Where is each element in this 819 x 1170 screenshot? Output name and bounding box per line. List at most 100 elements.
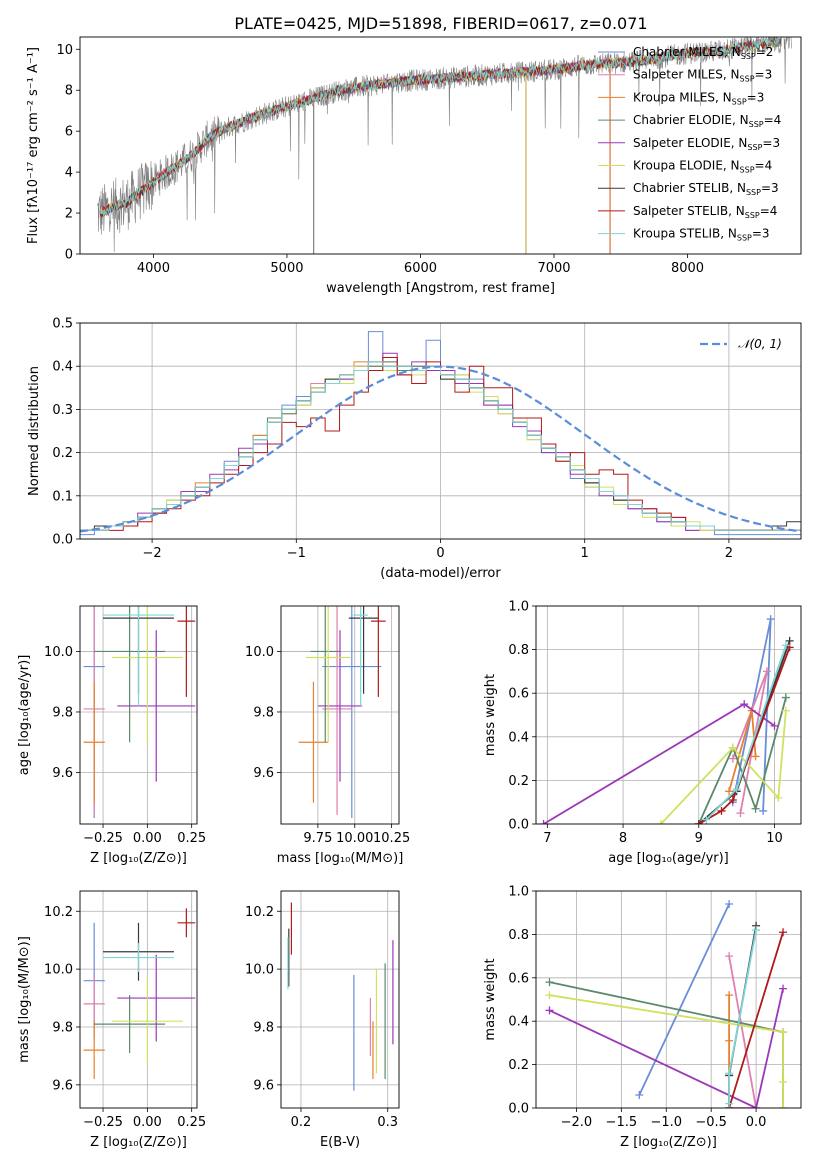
cross-kroupa-stelib	[103, 606, 174, 706]
weight-marker	[781, 706, 790, 715]
weight-marker	[694, 820, 703, 824]
cross-kroupa-miles	[83, 1021, 105, 1080]
y-tick-label: 10	[56, 43, 73, 58]
model-spectrum-chabrier-stelib	[99, 37, 782, 217]
weight-marker	[702, 815, 711, 824]
weight-marker	[770, 721, 779, 730]
y-tick-label: 0.8	[508, 643, 529, 658]
panel-spectrum: 4000 5000 6000 7000 8000 0 2 4 6 8 10 wavelength [A…	[26, 36, 802, 296]
y-axis-label: mass [log₁₀(M/M⊙)]	[17, 936, 32, 1063]
weight-marker	[781, 693, 790, 702]
axes-frame	[535, 605, 802, 825]
weight-marker	[725, 900, 734, 909]
y-tick-label: 0.4	[52, 360, 73, 375]
legend-sub: SSP	[749, 120, 764, 129]
cross-salpeter-miles	[322, 606, 352, 815]
y-tick-label: 8	[65, 84, 73, 99]
weight-marker	[728, 743, 737, 752]
cross-salpeter-elodie	[317, 630, 363, 782]
legend-tail: =3	[762, 136, 780, 150]
legend-sub: SSP	[745, 211, 760, 220]
figure-title: PLATE=0425, MJD=51898, FIBERID=0617, z=0…	[234, 14, 647, 33]
y-tick-label: 10.0	[245, 963, 274, 978]
axes-frame	[280, 890, 400, 1109]
weight-marker	[635, 1090, 644, 1099]
x-axis-label: Z [log₁₀(Z/Z⊙)]	[90, 851, 187, 866]
legend-entry-kroupa-elodie: Kroupa ELODIE, NSSP=4	[633, 159, 772, 175]
weight-marker	[752, 926, 761, 935]
legend-entry-gaussian: 𝒩(0, 1)	[738, 337, 782, 351]
axes-frame	[79, 36, 802, 255]
cross-kroupa-elodie	[111, 977, 183, 1065]
legend-tail: =2	[756, 45, 774, 59]
cross-chabrier-elodie	[94, 606, 166, 743]
weight-marker	[779, 1104, 788, 1108]
weight-marker	[779, 928, 788, 937]
weight-line-kroupa-elodie	[660, 710, 787, 824]
axes-frame	[280, 605, 400, 825]
legend-sub: SSP	[740, 166, 755, 175]
weight-marker	[725, 1069, 734, 1078]
gaussian-curve	[80, 365, 801, 533]
legend-text: Chabrier ELODIE, N	[633, 113, 749, 127]
y-tick-label: 10.0	[44, 963, 73, 978]
legend-tail: =4	[764, 113, 782, 127]
x-tick-label: −0.5	[695, 1115, 727, 1130]
cross-kroupa-stelib	[103, 943, 174, 973]
y-tick-label: 0.4	[508, 1015, 529, 1030]
x-tick-label: 0.2	[291, 1115, 312, 1130]
x-tick-label: 0.25	[177, 1115, 206, 1130]
legend-text: Kroupa ELODIE, N	[633, 159, 740, 173]
x-tick-label: 0.3	[377, 1115, 398, 1130]
x-axis-label: Z [log₁₀(Z/Z⊙)]	[90, 1135, 187, 1150]
weight-lines	[539, 615, 794, 824]
cross-chabrier-elodie	[310, 606, 340, 743]
legend-sub: SSP	[732, 97, 747, 106]
x-tick-label: −0.25	[83, 831, 123, 846]
x-tick-label: 5000	[270, 261, 303, 276]
legend-text: Salpeter ELODIE, N	[633, 136, 747, 150]
legend-text: Chabrier MILES, N	[633, 45, 741, 59]
y-tick-label: 2	[65, 207, 73, 222]
y-tick-label: 10.0	[245, 645, 274, 660]
weight-marker	[779, 1028, 788, 1037]
x-tick-label: 6000	[404, 261, 437, 276]
x-tick-label: −1.5	[606, 1115, 638, 1130]
y-tick-label: 0.2	[52, 446, 73, 461]
legend-text: Kroupa STELIB, N	[633, 227, 737, 241]
cross-salpeter-stelib	[370, 606, 386, 697]
legend-tail: =3	[747, 90, 765, 104]
panel-z-vs-age: −0.25 0.00 0.25 9.6 9.8 10.0 Z [log₁₀(Z/Z⊙)] ag…	[17, 605, 206, 866]
weight-marker	[740, 700, 749, 709]
y-tick-label: 0.1	[52, 489, 73, 504]
cross-chabrier-elodie	[94, 995, 166, 1054]
y-tick-label: 0.0	[52, 533, 73, 548]
model-spectrum-chabrier-miles	[99, 59, 610, 215]
weight-lines	[545, 900, 788, 1108]
x-tick-label: 10	[766, 831, 783, 846]
weight-marker	[779, 1077, 788, 1086]
y-tick-label: 1.0	[508, 885, 529, 900]
y-tick-label: 9.6	[253, 766, 274, 781]
cross-salpeter-elodie	[117, 954, 196, 1042]
x-tick-label: 10.25	[373, 831, 410, 846]
legend-entry-kroupa-miles: Kroupa MILES, NSSP=3	[633, 90, 764, 106]
y-axis-label: age [log₁₀(age/yr)]	[17, 655, 32, 776]
x-tick-label: 0.00	[133, 1115, 162, 1130]
legend-tail: =4	[755, 159, 773, 173]
weight-line-salpeter-miles	[728, 955, 758, 1108]
axes-frame	[535, 890, 802, 1109]
y-tick-label: 0.0	[508, 818, 529, 833]
legend-entry-salpeter-stelib: Salpeter STELIB, NSSP=4	[633, 204, 777, 220]
weight-line-salpeter-stelib	[728, 931, 784, 1108]
y-tick-label: 9.8	[52, 705, 73, 720]
y-tick-label: 10.0	[44, 645, 73, 660]
cross-salpeter-elodie	[117, 630, 196, 782]
cross-kroupa-miles	[83, 681, 105, 803]
y-tick-label: 10.2	[44, 905, 73, 920]
panel-z-vs-mass: −0.25 0.00 0.25 9.6 9.8 10.0 10.2 Z [log₁₀(Z/Z⊙…	[17, 890, 206, 1150]
crosses	[83, 606, 196, 818]
x-axis-label: Z [log₁₀(Z/Z⊙)]	[620, 1135, 717, 1150]
